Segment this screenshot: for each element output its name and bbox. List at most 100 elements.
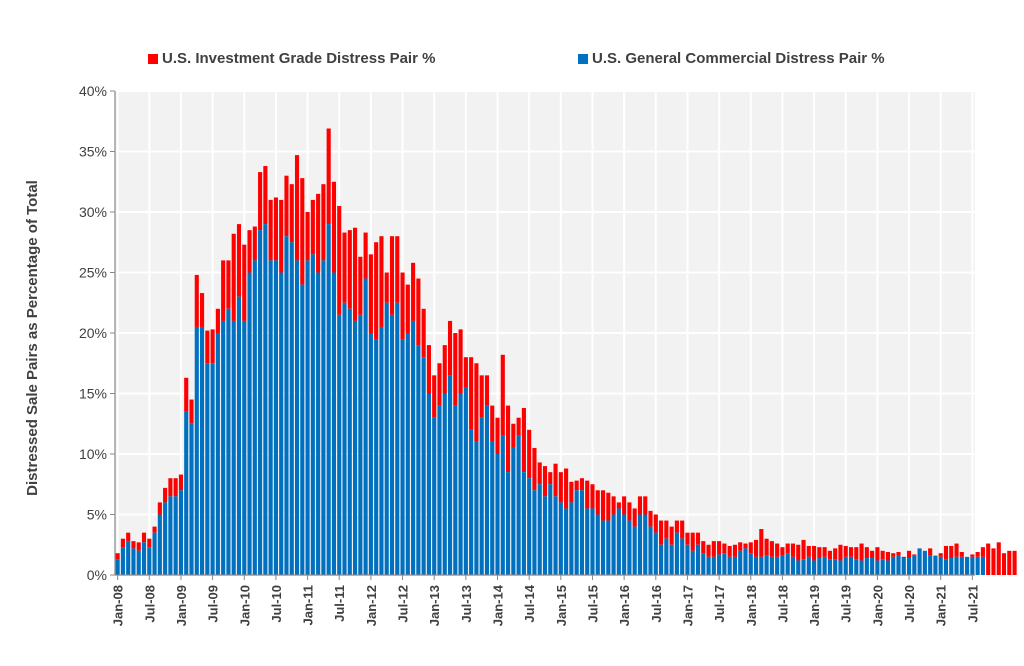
bar-general-commercial (970, 556, 975, 575)
bar-investment-grade (500, 354, 505, 436)
bar-investment-grade (157, 502, 162, 515)
y-ticks: 0% 5% 10% 15% 20% 25% 30% 35% 40% (79, 83, 115, 583)
bar-investment-grade (305, 212, 310, 261)
bar-investment-grade (358, 256, 363, 315)
bar-investment-grade (284, 175, 289, 237)
bar-general-commercial (421, 357, 426, 575)
bar-general-commercial (331, 272, 337, 575)
bar-investment-grade (242, 244, 247, 321)
bar-investment-grade (353, 227, 358, 321)
y-tick-label: 25% (79, 265, 107, 281)
bar-general-commercial (833, 559, 838, 575)
bar-general-commercial (289, 242, 294, 575)
bar-general-commercial (706, 556, 711, 575)
bar-general-commercial (437, 405, 442, 575)
bar-investment-grade (490, 405, 495, 442)
legend-label-general-commercial: U.S. General Commercial Distress Pair % (592, 50, 885, 67)
bar-investment-grade (996, 542, 1001, 575)
x-ticks: Jan-08 Jul-08 Jan-09 Jul-09 Jan-10 Jul-10 Jan-… (111, 575, 980, 626)
bar-investment-grade (854, 547, 859, 560)
bar-general-commercial (659, 544, 664, 575)
bar-general-commercial (342, 302, 347, 575)
bar-general-commercial (738, 550, 743, 575)
bar-investment-grade (569, 481, 574, 503)
bar-investment-grade (1001, 553, 1007, 575)
bar-investment-grade (484, 375, 490, 406)
bar-general-commercial (442, 393, 447, 575)
bar-investment-grade (432, 375, 437, 418)
bar-investment-grade (268, 199, 273, 261)
bar-general-commercial (616, 508, 621, 575)
bar-general-commercial (980, 556, 985, 575)
bar-general-commercial (447, 375, 453, 575)
bar-general-commercial (827, 559, 832, 575)
bar-investment-grade (611, 496, 616, 515)
y-tick-label: 0% (87, 567, 107, 583)
bar-general-commercial (115, 559, 120, 575)
bar-general-commercial (379, 326, 384, 575)
bar-general-commercial (284, 236, 289, 575)
bar-general-commercial (463, 387, 468, 575)
bar-investment-grade (753, 539, 759, 557)
bar-investment-grade (231, 233, 236, 321)
bar-investment-grade (627, 502, 632, 521)
bar-general-commercial (432, 417, 437, 575)
bar-investment-grade (126, 532, 131, 542)
bar-investment-grade (801, 539, 806, 560)
x-tick-label: Jan-16 (617, 585, 632, 626)
bar-general-commercial (600, 520, 606, 575)
bar-investment-grade (616, 502, 621, 509)
x-tick-label: Jan-18 (744, 585, 759, 626)
bar-investment-grade (411, 262, 416, 321)
bar-investment-grade (896, 552, 901, 556)
bar-general-commercial (669, 544, 674, 575)
bar-investment-grade (120, 538, 125, 548)
bar-investment-grade (521, 408, 526, 473)
x-tick-label: Jul-11 (332, 585, 347, 622)
bar-general-commercial (537, 484, 542, 575)
bars (115, 128, 1017, 575)
bar-investment-grade (495, 417, 500, 454)
y-tick-label: 5% (87, 507, 107, 523)
bar-general-commercial (912, 555, 917, 575)
bar-investment-grade (706, 544, 711, 557)
bar-investment-grade (727, 545, 732, 557)
bar-general-commercial (585, 508, 590, 575)
bar-investment-grade (759, 529, 764, 557)
bar-general-commercial (906, 558, 912, 575)
bar-general-commercial (184, 411, 189, 575)
bar-investment-grade (405, 284, 410, 333)
bar-investment-grade (637, 496, 643, 515)
bar-general-commercial (263, 224, 268, 575)
bar-investment-grade (600, 490, 606, 521)
bar-general-commercial (258, 230, 263, 575)
bar-general-commercial (178, 490, 184, 575)
bar-general-commercial (500, 435, 505, 575)
bar-general-commercial (901, 558, 906, 575)
x-tick-label: Jan-15 (554, 585, 569, 626)
x-tick-label: Jul-14 (522, 584, 537, 622)
bar-investment-grade (991, 548, 996, 575)
x-tick-label: Jul-19 (839, 585, 854, 623)
bar-investment-grade (300, 178, 305, 285)
bar-investment-grade (780, 547, 785, 556)
bar-general-commercial (495, 454, 500, 575)
bar-general-commercial (221, 320, 226, 575)
bar-general-commercial (648, 526, 653, 575)
x-tick-label: Jan-13 (427, 585, 442, 626)
bar-investment-grade (416, 278, 421, 346)
bar-general-commercial (453, 405, 458, 575)
bar-investment-grade (236, 224, 242, 297)
bar-investment-grade (864, 547, 869, 559)
bar-general-commercial (548, 484, 553, 575)
bar-investment-grade (891, 553, 896, 557)
bar-general-commercial (268, 260, 273, 575)
bar-general-commercial (558, 502, 563, 575)
bar-investment-grade (395, 236, 400, 303)
bar-general-commercial (300, 284, 305, 575)
bar-investment-grade (263, 166, 268, 225)
bar-investment-grade (516, 417, 521, 436)
bar-investment-grade (163, 487, 168, 503)
bar-investment-grade (347, 230, 352, 309)
bar-general-commercial (521, 472, 526, 575)
